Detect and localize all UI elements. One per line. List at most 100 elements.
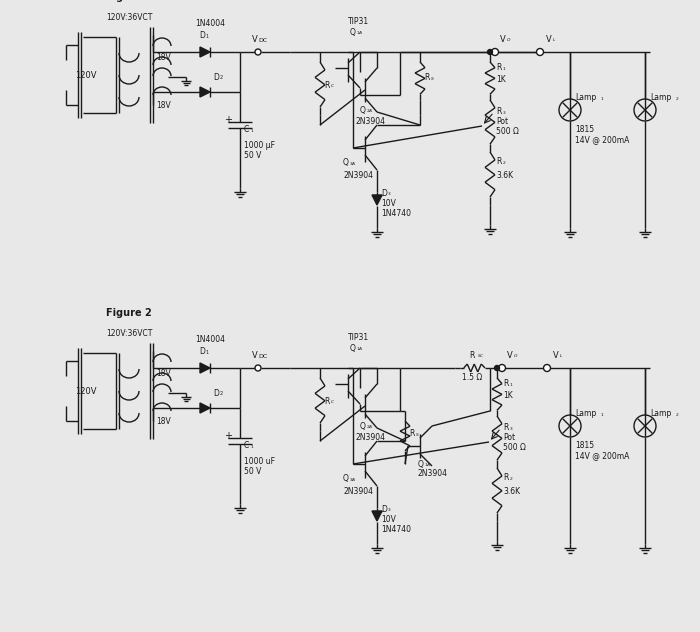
Circle shape (543, 365, 550, 372)
Circle shape (491, 49, 498, 56)
Text: 500 Ω: 500 Ω (496, 128, 519, 137)
Text: $_{1A}$: $_{1A}$ (356, 30, 363, 37)
Text: $_2$: $_2$ (509, 475, 513, 483)
Text: $_{1A}$: $_{1A}$ (356, 346, 363, 353)
Text: 14V @ 200mA: 14V @ 200mA (575, 135, 629, 145)
Text: 1.5 Ω: 1.5 Ω (462, 374, 482, 382)
Text: 18V: 18V (156, 52, 171, 61)
Text: $_3$: $_3$ (509, 425, 513, 432)
Text: C: C (244, 442, 249, 451)
Text: 120V: 120V (76, 71, 97, 80)
Text: Q: Q (360, 106, 366, 114)
Text: Q: Q (350, 344, 356, 353)
Text: R: R (424, 73, 429, 83)
Text: $_2$: $_2$ (675, 95, 680, 102)
Text: 500 Ω: 500 Ω (503, 444, 526, 453)
Text: 1815: 1815 (575, 126, 594, 135)
Text: D: D (381, 188, 387, 197)
Text: V: V (553, 351, 559, 360)
Text: $_1$: $_1$ (600, 95, 604, 102)
Text: 1K: 1K (496, 75, 505, 85)
Text: $_3$: $_3$ (387, 190, 391, 198)
Text: 10V: 10V (381, 514, 396, 523)
Text: 14V @ 200mA: 14V @ 200mA (575, 451, 629, 461)
Text: TIP31: TIP31 (348, 334, 369, 343)
Polygon shape (200, 403, 210, 413)
Circle shape (498, 365, 505, 372)
Text: 18V: 18V (156, 368, 171, 377)
Text: 2N3904: 2N3904 (343, 171, 373, 179)
Text: Q: Q (360, 422, 366, 430)
Polygon shape (200, 47, 210, 57)
Text: 18V: 18V (156, 100, 171, 109)
Text: 3.6K: 3.6K (503, 487, 520, 495)
Text: $_1$: $_1$ (205, 33, 210, 41)
Circle shape (255, 365, 261, 371)
Text: Lamp: Lamp (575, 94, 596, 102)
Text: DC: DC (258, 353, 267, 358)
Text: 120V:36VCT: 120V:36VCT (106, 329, 153, 339)
Text: D: D (213, 389, 219, 398)
Polygon shape (200, 363, 210, 373)
Text: 10V: 10V (381, 198, 396, 207)
Text: R: R (324, 80, 330, 90)
Text: $_2$: $_2$ (502, 159, 506, 167)
Text: 1N4740: 1N4740 (381, 525, 411, 533)
Text: R: R (503, 473, 508, 482)
Text: Pot: Pot (496, 118, 508, 126)
Text: $_1$: $_1$ (509, 381, 513, 389)
Polygon shape (372, 195, 382, 205)
Circle shape (487, 49, 493, 54)
Text: 1N4004: 1N4004 (195, 336, 225, 344)
Text: Q: Q (343, 159, 349, 167)
Text: $_{2A}$: $_{2A}$ (366, 423, 374, 430)
Text: $_3$: $_3$ (502, 109, 506, 116)
Text: $_C$: $_C$ (330, 398, 335, 406)
Text: Lamp: Lamp (575, 410, 596, 418)
Text: $_1$: $_1$ (600, 411, 604, 418)
Text: $_{3A}$: $_{3A}$ (349, 477, 356, 483)
Text: DC: DC (258, 37, 267, 42)
Text: V: V (252, 35, 258, 44)
Text: D: D (213, 73, 219, 82)
Text: $_1$: $_1$ (205, 349, 210, 357)
Text: R: R (496, 63, 501, 73)
Text: $_1$: $_1$ (250, 444, 254, 451)
Text: R: R (324, 396, 330, 406)
Text: Q: Q (350, 28, 356, 37)
Text: +: + (224, 431, 232, 441)
Text: 50 V: 50 V (244, 152, 261, 161)
Text: $_S$: $_S$ (415, 432, 420, 439)
Text: V: V (546, 35, 552, 44)
Text: 1N4740: 1N4740 (381, 209, 411, 217)
Text: V: V (507, 351, 512, 360)
Text: Pot: Pot (503, 434, 515, 442)
Text: D: D (381, 504, 387, 513)
Text: 50 V: 50 V (244, 468, 261, 477)
Text: Lamp: Lamp (650, 94, 671, 102)
Polygon shape (200, 87, 210, 97)
Text: $_O$: $_O$ (506, 37, 511, 44)
Text: $_1$: $_1$ (250, 128, 254, 135)
Text: 120V:36VCT: 120V:36VCT (106, 13, 153, 23)
Text: 1N4004: 1N4004 (195, 20, 225, 28)
Text: Lamp: Lamp (650, 410, 671, 418)
Text: $_1$: $_1$ (502, 65, 506, 73)
Text: $_2$: $_2$ (219, 74, 224, 82)
Text: Figure 2: Figure 2 (106, 308, 152, 318)
Circle shape (536, 49, 543, 56)
Text: C: C (244, 126, 249, 135)
Text: $_C$: $_C$ (330, 82, 335, 90)
Text: R: R (409, 430, 414, 439)
Text: $_L$: $_L$ (559, 353, 564, 360)
Polygon shape (372, 511, 382, 521)
Text: Q: Q (418, 459, 424, 468)
Text: $_S$: $_S$ (430, 75, 435, 83)
Text: D: D (199, 32, 205, 40)
Text: R: R (496, 107, 501, 116)
Text: R: R (496, 157, 501, 166)
Text: R: R (503, 379, 508, 389)
Text: V: V (252, 351, 258, 360)
Text: $_2$: $_2$ (219, 390, 224, 398)
Text: $_L$: $_L$ (552, 37, 557, 44)
